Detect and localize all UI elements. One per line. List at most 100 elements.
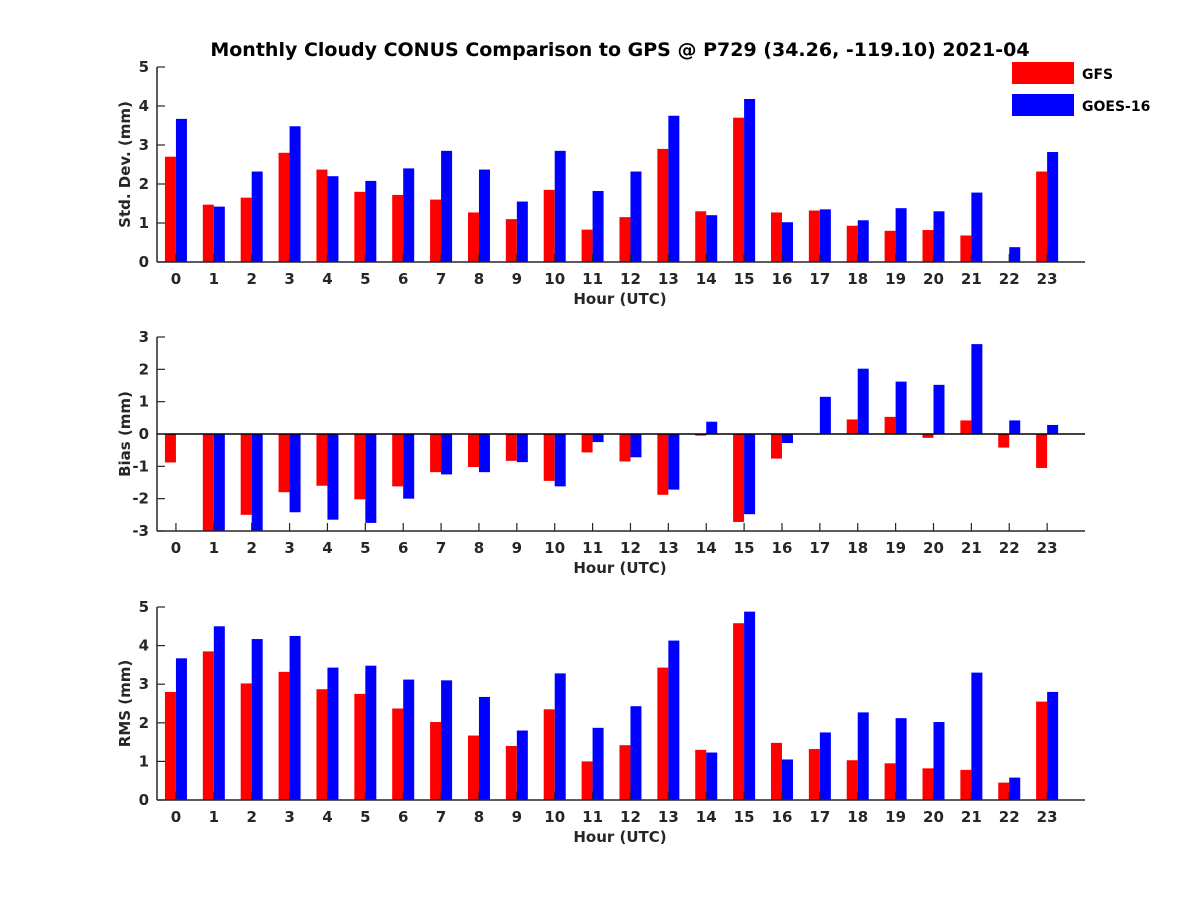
bias-x-tick-label: 1: [209, 539, 219, 557]
std-dev-y-tick-label: 2: [139, 175, 149, 193]
bias-y-tick-label: 3: [139, 328, 149, 346]
bias-x-tick-label: 11: [582, 539, 603, 557]
std-dev-bar-goes16-hour-7: [441, 150, 453, 262]
bias-y-tick-label: 2: [139, 360, 149, 378]
std-dev-bar-goes16-hour-18: [857, 220, 869, 262]
rms-bar-gfs-hour-8: [467, 735, 479, 800]
rms-bar-goes16-hour-23: [1047, 691, 1059, 800]
rms-bar-goes16-hour-8: [478, 696, 490, 800]
bias-x-tick-label: 9: [512, 539, 522, 557]
bias-bar-goes16-hour-1: [213, 434, 225, 531]
std-dev-bar-goes16-hour-0: [175, 118, 187, 263]
bias-bar-gfs-hour-22: [998, 434, 1010, 448]
std-dev-x-tick-label: 20: [923, 270, 944, 288]
rms-bar-gfs-hour-9: [505, 745, 517, 800]
std-dev-x-tick-label: 15: [734, 270, 755, 288]
std-dev-bar-goes16-hour-13: [668, 115, 680, 262]
std-dev-bar-gfs-hour-7: [430, 199, 442, 262]
std-dev-x-tick-label: 0: [171, 270, 181, 288]
bias-x-tick-label: 21: [961, 539, 982, 557]
std-dev-x-tick-label: 6: [398, 270, 408, 288]
rms-x-axis-label: Hour (UTC): [573, 828, 666, 846]
bias-bar-gfs-hour-13: [657, 434, 669, 495]
rms-bar-gfs-hour-14: [695, 749, 707, 800]
bias-bar-gfs-hour-18: [846, 419, 858, 434]
rms-bar-gfs-hour-0: [164, 691, 176, 800]
std-dev-x-tick-label: 2: [246, 270, 256, 288]
std-dev-x-tick-label: 3: [284, 270, 294, 288]
bias-y-tick-label: -3: [132, 522, 149, 540]
rms-bar-gfs-hour-17: [808, 749, 820, 800]
bias-bar-goes16-hour-7: [441, 434, 453, 475]
rms-bar-goes16-hour-22: [1009, 777, 1021, 800]
std-dev-bar-goes16-hour-15: [744, 98, 756, 262]
std-dev-bar-gfs-hour-21: [960, 235, 972, 262]
std-dev-bar-gfs-hour-16: [770, 212, 782, 262]
bias-bar-goes16-hour-17: [819, 396, 831, 434]
rms-x-tick-label: 16: [772, 808, 793, 826]
rms-bar-gfs-hour-11: [581, 761, 593, 800]
bias-y-axis-label: Bias (mm): [116, 391, 134, 477]
rms-bar-gfs-hour-1: [202, 651, 214, 800]
std-dev-bar-goes16-hour-21: [971, 192, 983, 262]
rms-x-tick-label: 3: [284, 808, 294, 826]
rms-x-tick-label: 15: [734, 808, 755, 826]
bias-bar-gfs-hour-16: [770, 434, 782, 459]
bias-x-tick-label: 5: [360, 539, 370, 557]
rms-bar-goes16-hour-10: [554, 673, 566, 800]
bias-bar-goes16-hour-22: [1009, 420, 1021, 434]
std-dev-bar-gfs-hour-0: [164, 156, 176, 262]
bias-bar-goes16-hour-12: [630, 434, 642, 458]
rms-bar-goes16-hour-14: [706, 752, 718, 800]
bias-bar-gfs-hour-11: [581, 434, 593, 453]
std-dev-bar-goes16-hour-4: [327, 176, 339, 262]
std-dev-bar-gfs-hour-15: [733, 117, 745, 262]
legend-label-gfs: GFS: [1082, 67, 1113, 83]
std-dev-y-tick-label: 1: [139, 214, 149, 232]
bias-x-tick-label: 10: [544, 539, 565, 557]
rms-x-tick-label: 0: [171, 808, 181, 826]
bias-x-tick-label: 6: [398, 539, 408, 557]
std-dev-x-tick-label: 13: [658, 270, 679, 288]
std-dev-bar-gfs-hour-4: [316, 169, 328, 262]
std-dev-bar-gfs-hour-2: [240, 197, 252, 262]
rms-bar-goes16-hour-12: [630, 706, 642, 800]
std-dev-x-tick-label: 22: [999, 270, 1020, 288]
bias-bar-gfs-hour-3: [278, 434, 290, 493]
rms-x-tick-label: 4: [322, 808, 332, 826]
rms-bar-goes16-hour-5: [365, 665, 377, 800]
rms-bar-gfs-hour-20: [922, 768, 934, 800]
bias-x-tick-label: 18: [847, 539, 868, 557]
bias-bar-gfs-hour-10: [543, 434, 555, 481]
std-dev-x-tick-label: 12: [620, 270, 641, 288]
std-dev-x-tick-label: 7: [436, 270, 446, 288]
std-dev-bar-gfs-hour-20: [922, 230, 934, 262]
std-dev-bar-gfs-hour-6: [392, 194, 404, 262]
rms-bar-goes16-hour-21: [971, 672, 983, 800]
std-dev-bar-gfs-hour-1: [202, 204, 214, 262]
std-dev-x-tick-label: 5: [360, 270, 370, 288]
rms-x-tick-label: 8: [474, 808, 484, 826]
legend-swatch-goes16: [1012, 94, 1074, 116]
rms-bar-goes16-hour-9: [516, 730, 528, 800]
rms-bar-goes16-hour-19: [895, 718, 907, 800]
rms-bar-goes16-hour-4: [327, 667, 339, 800]
bias-x-tick-label: 22: [999, 539, 1020, 557]
std-dev-bar-goes16-hour-3: [289, 126, 301, 262]
bias-x-tick-label: 20: [923, 539, 944, 557]
std-dev-bar-goes16-hour-22: [1009, 247, 1021, 262]
std-dev-y-tick-label: 5: [139, 58, 149, 76]
bias-x-tick-label: 19: [885, 539, 906, 557]
rms-bar-gfs-hour-21: [960, 769, 972, 800]
rms-y-axis-label: RMS (mm): [116, 660, 134, 747]
std-dev-bar-gfs-hour-14: [695, 211, 707, 262]
rms-bar-goes16-hour-3: [289, 635, 301, 800]
bias-bar-goes16-hour-9: [516, 434, 528, 463]
rms-bar-gfs-hour-5: [354, 693, 366, 800]
rms-bar-gfs-hour-22: [998, 782, 1010, 800]
bias-bar-gfs-hour-1: [202, 434, 214, 531]
std-dev-bar-gfs-hour-19: [884, 230, 896, 262]
rms-bar-goes16-hour-13: [668, 640, 680, 800]
